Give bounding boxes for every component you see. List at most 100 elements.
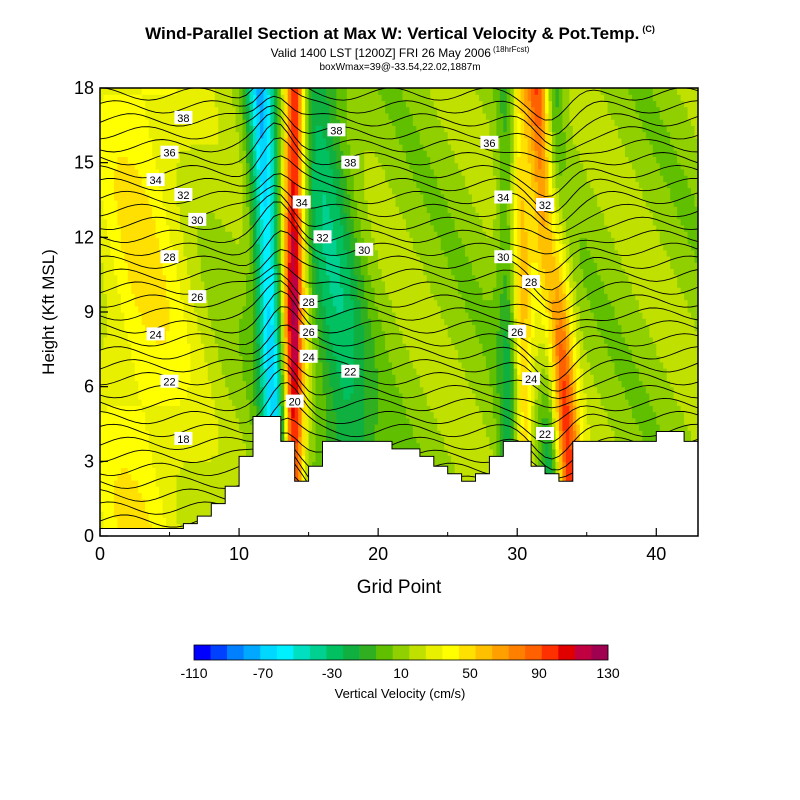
velocity-cell — [183, 131, 188, 139]
velocity-cell — [131, 181, 136, 189]
velocity-cell — [162, 243, 167, 251]
velocity-cell — [249, 374, 254, 382]
velocity-cell — [259, 231, 265, 238]
velocity-cell — [117, 392, 122, 400]
velocity-cell — [152, 305, 157, 313]
velocity-cell — [221, 430, 226, 438]
velocity-cell — [294, 268, 299, 276]
velocity-cell — [214, 299, 219, 307]
velocity-cell — [127, 187, 132, 195]
velocity-cell — [252, 368, 258, 375]
velocity-cell — [134, 137, 139, 145]
velocity-cell — [148, 448, 153, 456]
velocity-cell — [301, 411, 306, 419]
velocity-cell — [134, 274, 139, 282]
velocity-cell — [225, 262, 230, 270]
velocity-cell — [308, 268, 313, 276]
velocity-cell — [162, 386, 167, 394]
velocity-cell — [207, 274, 212, 282]
velocity-cell — [200, 162, 205, 170]
velocity-cell — [124, 144, 129, 151]
velocity-cell — [266, 293, 271, 301]
velocity-cell — [176, 299, 181, 307]
velocity-cell — [329, 249, 334, 257]
velocity-cell — [124, 461, 129, 469]
velocity-cell — [127, 262, 132, 270]
velocity-cell — [252, 392, 258, 400]
velocity-cell — [214, 125, 219, 133]
velocity-cell — [325, 168, 331, 176]
velocity-cell — [169, 473, 174, 481]
velocity-cell — [270, 162, 275, 170]
velocity-cell — [249, 237, 254, 245]
velocity-cell — [124, 305, 129, 313]
velocity-cell — [159, 137, 164, 145]
velocity-cell — [200, 361, 205, 369]
velocity-cell — [332, 411, 338, 419]
velocity-cell — [124, 200, 129, 207]
velocity-cell — [221, 175, 226, 182]
velocity-cell — [252, 206, 258, 214]
velocity-cell — [305, 436, 310, 444]
velocity-cell — [141, 243, 146, 251]
velocity-cell — [225, 237, 230, 245]
velocity-cell — [103, 125, 108, 133]
velocity-cell — [162, 417, 167, 425]
velocity-cell — [131, 467, 136, 475]
velocity-cell — [100, 231, 105, 238]
velocity-cell — [232, 231, 237, 238]
velocity-cell — [308, 274, 313, 282]
velocity-cell — [176, 374, 181, 382]
velocity-cell — [103, 100, 108, 108]
velocity-cell — [166, 455, 171, 462]
velocity-cell — [218, 442, 223, 450]
velocity-cell — [225, 374, 230, 382]
velocity-cell — [162, 193, 167, 201]
velocity-cell — [336, 249, 341, 257]
velocity-cell — [287, 336, 292, 344]
velocity-cell — [218, 206, 223, 214]
velocity-cell — [218, 417, 223, 425]
velocity-cell — [218, 274, 223, 282]
velocity-cell — [148, 318, 153, 326]
velocity-cell — [186, 442, 191, 450]
velocity-cell — [207, 193, 212, 201]
velocity-cell — [273, 299, 278, 307]
velocity-cell — [193, 144, 198, 151]
velocity-cell — [221, 88, 226, 95]
velocity-cell — [100, 256, 105, 263]
velocity-cell — [183, 417, 188, 425]
velocity-cell — [103, 424, 108, 431]
velocity-cell — [211, 274, 216, 282]
velocity-cell — [131, 386, 136, 394]
velocity-cell — [266, 88, 271, 95]
velocity-cell — [225, 473, 230, 481]
velocity-cell — [131, 492, 136, 500]
velocity-cell — [221, 330, 226, 338]
velocity-cell — [113, 150, 118, 158]
velocity-cell — [291, 175, 296, 182]
velocity-cell — [145, 256, 150, 263]
velocity-cell — [173, 417, 178, 425]
velocity-cell — [256, 212, 261, 220]
velocity-cell — [218, 361, 223, 369]
velocity-cell — [183, 156, 188, 164]
velocity-cell — [152, 517, 157, 525]
velocity-cell — [273, 168, 278, 176]
velocity-cell — [141, 231, 146, 238]
velocity-cell — [190, 473, 195, 481]
velocity-cell — [176, 380, 181, 388]
velocity-cell — [235, 144, 240, 151]
velocity-cell — [270, 175, 275, 182]
velocity-cell — [176, 131, 181, 139]
velocity-cell — [211, 268, 216, 276]
velocity-cell — [190, 480, 195, 487]
velocity-cell — [242, 193, 247, 201]
velocity-cell — [277, 218, 282, 226]
velocity-cell — [319, 94, 324, 102]
velocity-cell — [120, 355, 125, 363]
velocity-cell — [263, 374, 268, 382]
velocity-cell — [117, 368, 122, 375]
velocity-cell — [329, 200, 334, 207]
velocity-cell — [152, 268, 157, 276]
